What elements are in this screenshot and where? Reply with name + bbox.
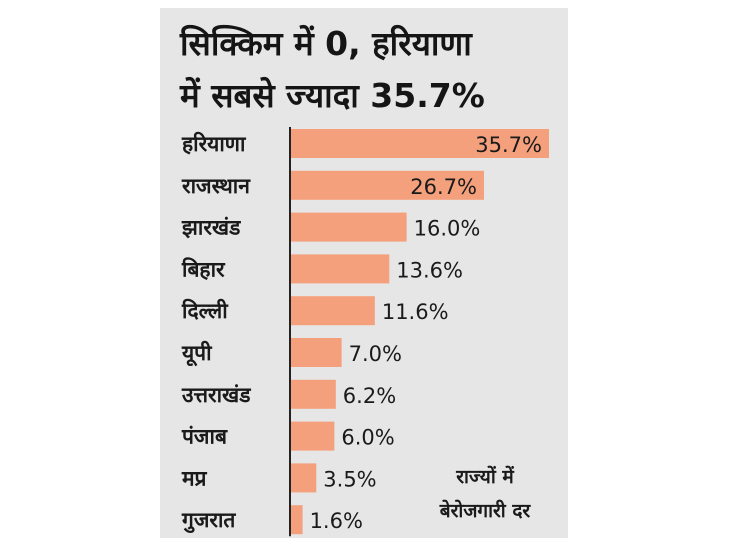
value-label-0: 35.7% — [475, 133, 542, 157]
note-line-1: राज्यों में — [456, 466, 514, 488]
bar-8 — [291, 463, 317, 493]
chart-note: राज्यों में बेरोजगारी दर — [410, 460, 560, 528]
category-label-9: गुजरात — [181, 508, 236, 534]
value-label-2: 16.0% — [414, 217, 481, 241]
category-label-8: मप्र — [181, 466, 208, 490]
bar-5 — [291, 338, 342, 367]
bar-1 — [291, 170, 484, 200]
bar-6 — [291, 379, 336, 409]
value-label-7: 6.0% — [341, 426, 394, 450]
value-label-1: 26.7% — [410, 175, 477, 199]
title-line-2: में सबसे ज्यादा 35.7% — [180, 76, 485, 115]
bar-3 — [291, 254, 390, 284]
bar-9 — [291, 505, 303, 535]
bar-0 — [291, 129, 549, 158]
category-label-3: बिहार — [181, 256, 226, 281]
chart-title: सिक्किम में 0, हरियाणा में सबसे ज्यादा 3… — [180, 18, 560, 122]
category-label-0: हरियाणा — [181, 131, 247, 156]
value-label-3: 13.6% — [396, 258, 463, 282]
title-line-1: सिक्किम में 0, हरियाणा — [180, 24, 472, 63]
bar-2 — [291, 212, 407, 242]
category-label-2: झारखंड — [181, 216, 241, 240]
value-label-8: 3.5% — [323, 467, 376, 491]
category-label-6: उत्तराखंड — [181, 383, 251, 407]
category-label-4: दिल्ली — [181, 298, 229, 323]
note-line-2: बेरोजगारी दर — [439, 500, 531, 522]
category-label-7: पंजाब — [181, 425, 228, 449]
category-label-1: राजस्थान — [181, 174, 251, 198]
bar-4 — [291, 296, 375, 326]
value-label-6: 6.2% — [343, 384, 396, 408]
bar-chart: हरियाणा 35.7% राजस्थान 26.7% झारखंड 16.0% बिहा… — [181, 127, 549, 537]
value-label-5: 7.0% — [349, 342, 402, 366]
bar-7 — [291, 421, 335, 451]
category-label-5: यूपी — [181, 340, 213, 367]
value-label-4: 11.6% — [382, 300, 449, 324]
chart-panel: सिक्किम में 0, हरियाणा में सबसे ज्यादा 3… — [160, 8, 568, 538]
value-label-9: 1.6% — [310, 509, 363, 533]
